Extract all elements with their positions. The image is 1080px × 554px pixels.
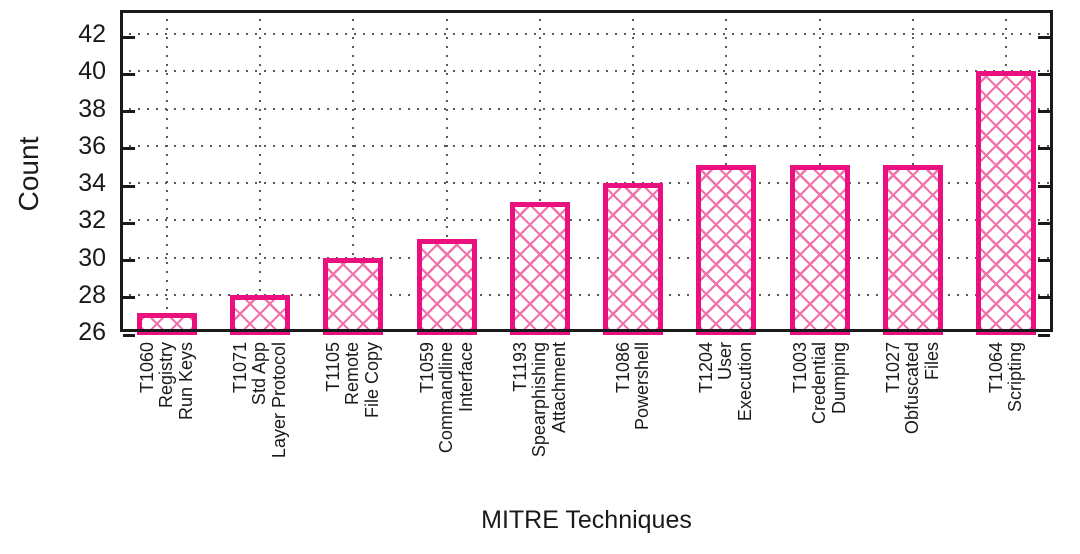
y-tick-label: 30 bbox=[78, 243, 106, 272]
x-tick-label: T1105 Remote File Copy bbox=[322, 342, 384, 510]
bar bbox=[883, 164, 944, 335]
x-tick-label-line: T1086 bbox=[612, 342, 633, 394]
x-tick-label-line: Commandline bbox=[435, 342, 456, 454]
grid-line-horizontal bbox=[120, 256, 1053, 259]
grid-line-horizontal bbox=[120, 144, 1053, 147]
grid-line-vertical bbox=[632, 10, 635, 332]
x-tick-label: T1060 Registry Run Keys bbox=[136, 342, 198, 510]
x-tick-label-line: T1027 bbox=[882, 342, 903, 394]
x-tick-label-line: Obfuscated bbox=[902, 342, 923, 435]
x-tick-label-line: T1071 bbox=[229, 342, 250, 394]
plot-area bbox=[120, 10, 1053, 335]
x-tick-label-line: Dumping bbox=[828, 342, 849, 415]
grid-line-vertical bbox=[538, 10, 541, 332]
x-tick-label-line: T1064 bbox=[985, 342, 1006, 394]
grid-line-vertical bbox=[352, 10, 355, 332]
x-tick-label: T1027 Obfuscated Files bbox=[882, 342, 944, 510]
bar bbox=[323, 257, 384, 335]
grid-line-horizontal bbox=[120, 293, 1053, 296]
grid-line-vertical bbox=[165, 10, 168, 332]
grid-line-vertical bbox=[258, 10, 261, 332]
x-tick-label-line: T1059 bbox=[416, 342, 437, 394]
grid-line-horizontal bbox=[120, 33, 1053, 36]
x-tick-label-line: Remote bbox=[342, 342, 363, 406]
x-tick-label: T1086 Powershell bbox=[602, 342, 664, 510]
x-tick-label-line: Execution bbox=[735, 342, 756, 422]
x-tick-label-line: T1105 bbox=[323, 342, 343, 392]
x-tick-label-line: T1060 bbox=[136, 342, 157, 394]
axis-tick bbox=[1038, 333, 1050, 337]
x-tick-label-line: User bbox=[715, 342, 736, 381]
y-tick-label: 38 bbox=[78, 94, 106, 123]
bar bbox=[976, 71, 1037, 335]
x-tick-label: T1059 Commandline Interface bbox=[416, 342, 478, 510]
bar bbox=[229, 294, 290, 335]
x-tick-label-line: Credential bbox=[809, 342, 829, 425]
x-tick-label-line: Scripting bbox=[1005, 342, 1026, 413]
grid-line-horizontal bbox=[120, 182, 1053, 185]
x-tick-label: T1193 Spearphishing Attachment bbox=[509, 342, 571, 510]
y-tick-label: 36 bbox=[78, 131, 106, 160]
x-tick-label: T1003 Credential Dumping bbox=[789, 342, 851, 510]
grid-line-horizontal bbox=[120, 70, 1053, 73]
grid-line-vertical bbox=[445, 10, 448, 332]
bar bbox=[603, 183, 664, 335]
y-tick-label: 34 bbox=[78, 169, 106, 198]
x-tick-label-line: T1003 bbox=[789, 342, 810, 394]
y-tick-label: 28 bbox=[78, 280, 106, 309]
bar bbox=[696, 164, 757, 335]
x-tick-label-line: Interface bbox=[455, 342, 476, 413]
bar bbox=[136, 313, 197, 335]
x-tick-label-line: Run Keys bbox=[175, 342, 196, 421]
y-tick-label: 40 bbox=[78, 57, 106, 86]
bar bbox=[509, 201, 570, 335]
y-tick-label: 42 bbox=[78, 20, 106, 49]
x-tick-label-line: T1204 bbox=[696, 342, 717, 394]
grid-line-horizontal bbox=[120, 219, 1053, 222]
x-tick-label-line: Std App bbox=[249, 342, 270, 406]
y-tick-label: 26 bbox=[78, 318, 106, 346]
y-tick-label: 32 bbox=[78, 206, 106, 235]
x-tick-label: T1071 Std App Layer Protocol bbox=[229, 342, 291, 510]
x-tick-label-line: Powershell bbox=[632, 342, 653, 431]
grid-line-horizontal bbox=[120, 107, 1053, 110]
x-tick-label-line: Registry bbox=[155, 342, 176, 409]
x-axis-title: MITRE Techniques bbox=[481, 506, 692, 534]
x-tick-label-line: Attachment bbox=[548, 342, 569, 434]
x-tick-label-line: Spearphishing bbox=[529, 342, 550, 458]
x-tick-label-line: T1193 bbox=[509, 342, 530, 392]
x-tick-label: T1064 Scripting bbox=[975, 342, 1037, 510]
x-tick-label-line: Layer Protocol bbox=[268, 342, 289, 459]
x-tick-label-line: Files bbox=[921, 342, 942, 381]
axis-tick bbox=[123, 333, 135, 337]
x-tick-label: T1204 User Execution bbox=[695, 342, 757, 510]
bar bbox=[789, 164, 850, 335]
x-tick-label-line: File Copy bbox=[362, 342, 382, 419]
bar bbox=[416, 238, 477, 335]
